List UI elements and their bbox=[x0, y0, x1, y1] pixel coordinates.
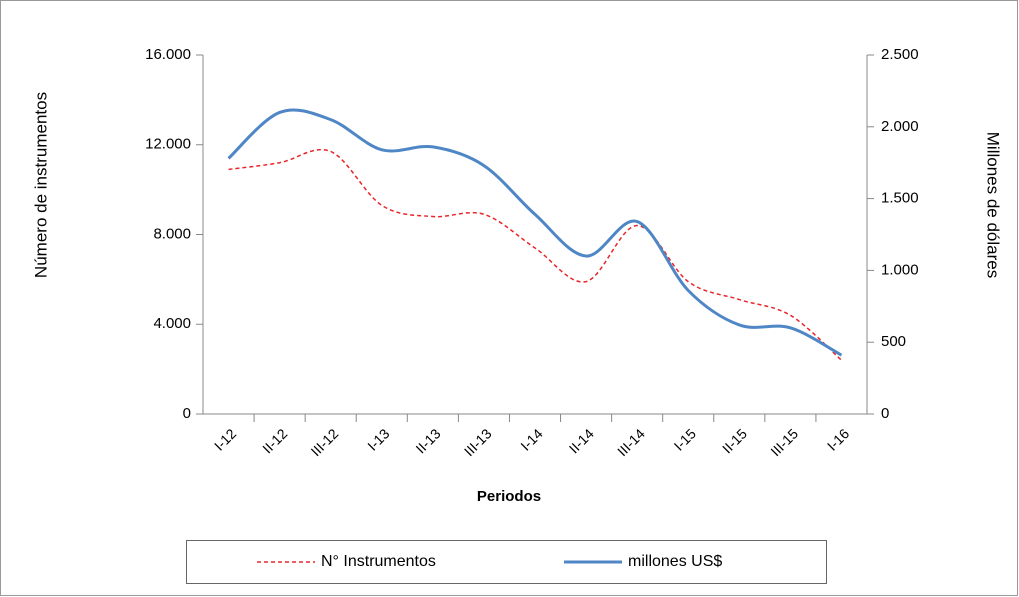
y-tick-label: 0 bbox=[183, 405, 191, 422]
y-tick-label: 8.000 bbox=[153, 225, 191, 242]
y2-axis-title: Millones de dólares bbox=[984, 132, 1003, 278]
y2-tick-label: 2.500 bbox=[881, 46, 919, 63]
y-tick-label: 12.000 bbox=[145, 136, 191, 153]
y-tick-label: 16.000 bbox=[145, 46, 191, 63]
y2-tick-label: 1.500 bbox=[881, 190, 919, 207]
series-line bbox=[228, 149, 842, 361]
y2-tick-label: 2.000 bbox=[881, 118, 919, 135]
y-axis-title: Número de instrumentos bbox=[31, 92, 50, 278]
legend-label: millones US$ bbox=[628, 553, 722, 570]
y2-tick-label: 1.000 bbox=[881, 261, 919, 278]
y2-tick-label: 0 bbox=[881, 405, 889, 422]
legend-label: N° Instrumentos bbox=[321, 553, 436, 570]
series-line bbox=[227, 108, 843, 357]
y2-tick-label: 500 bbox=[881, 333, 906, 350]
y-tick-label: 4.000 bbox=[153, 315, 191, 332]
x-axis-title: Periodos bbox=[477, 488, 541, 505]
legend-box bbox=[186, 540, 827, 584]
